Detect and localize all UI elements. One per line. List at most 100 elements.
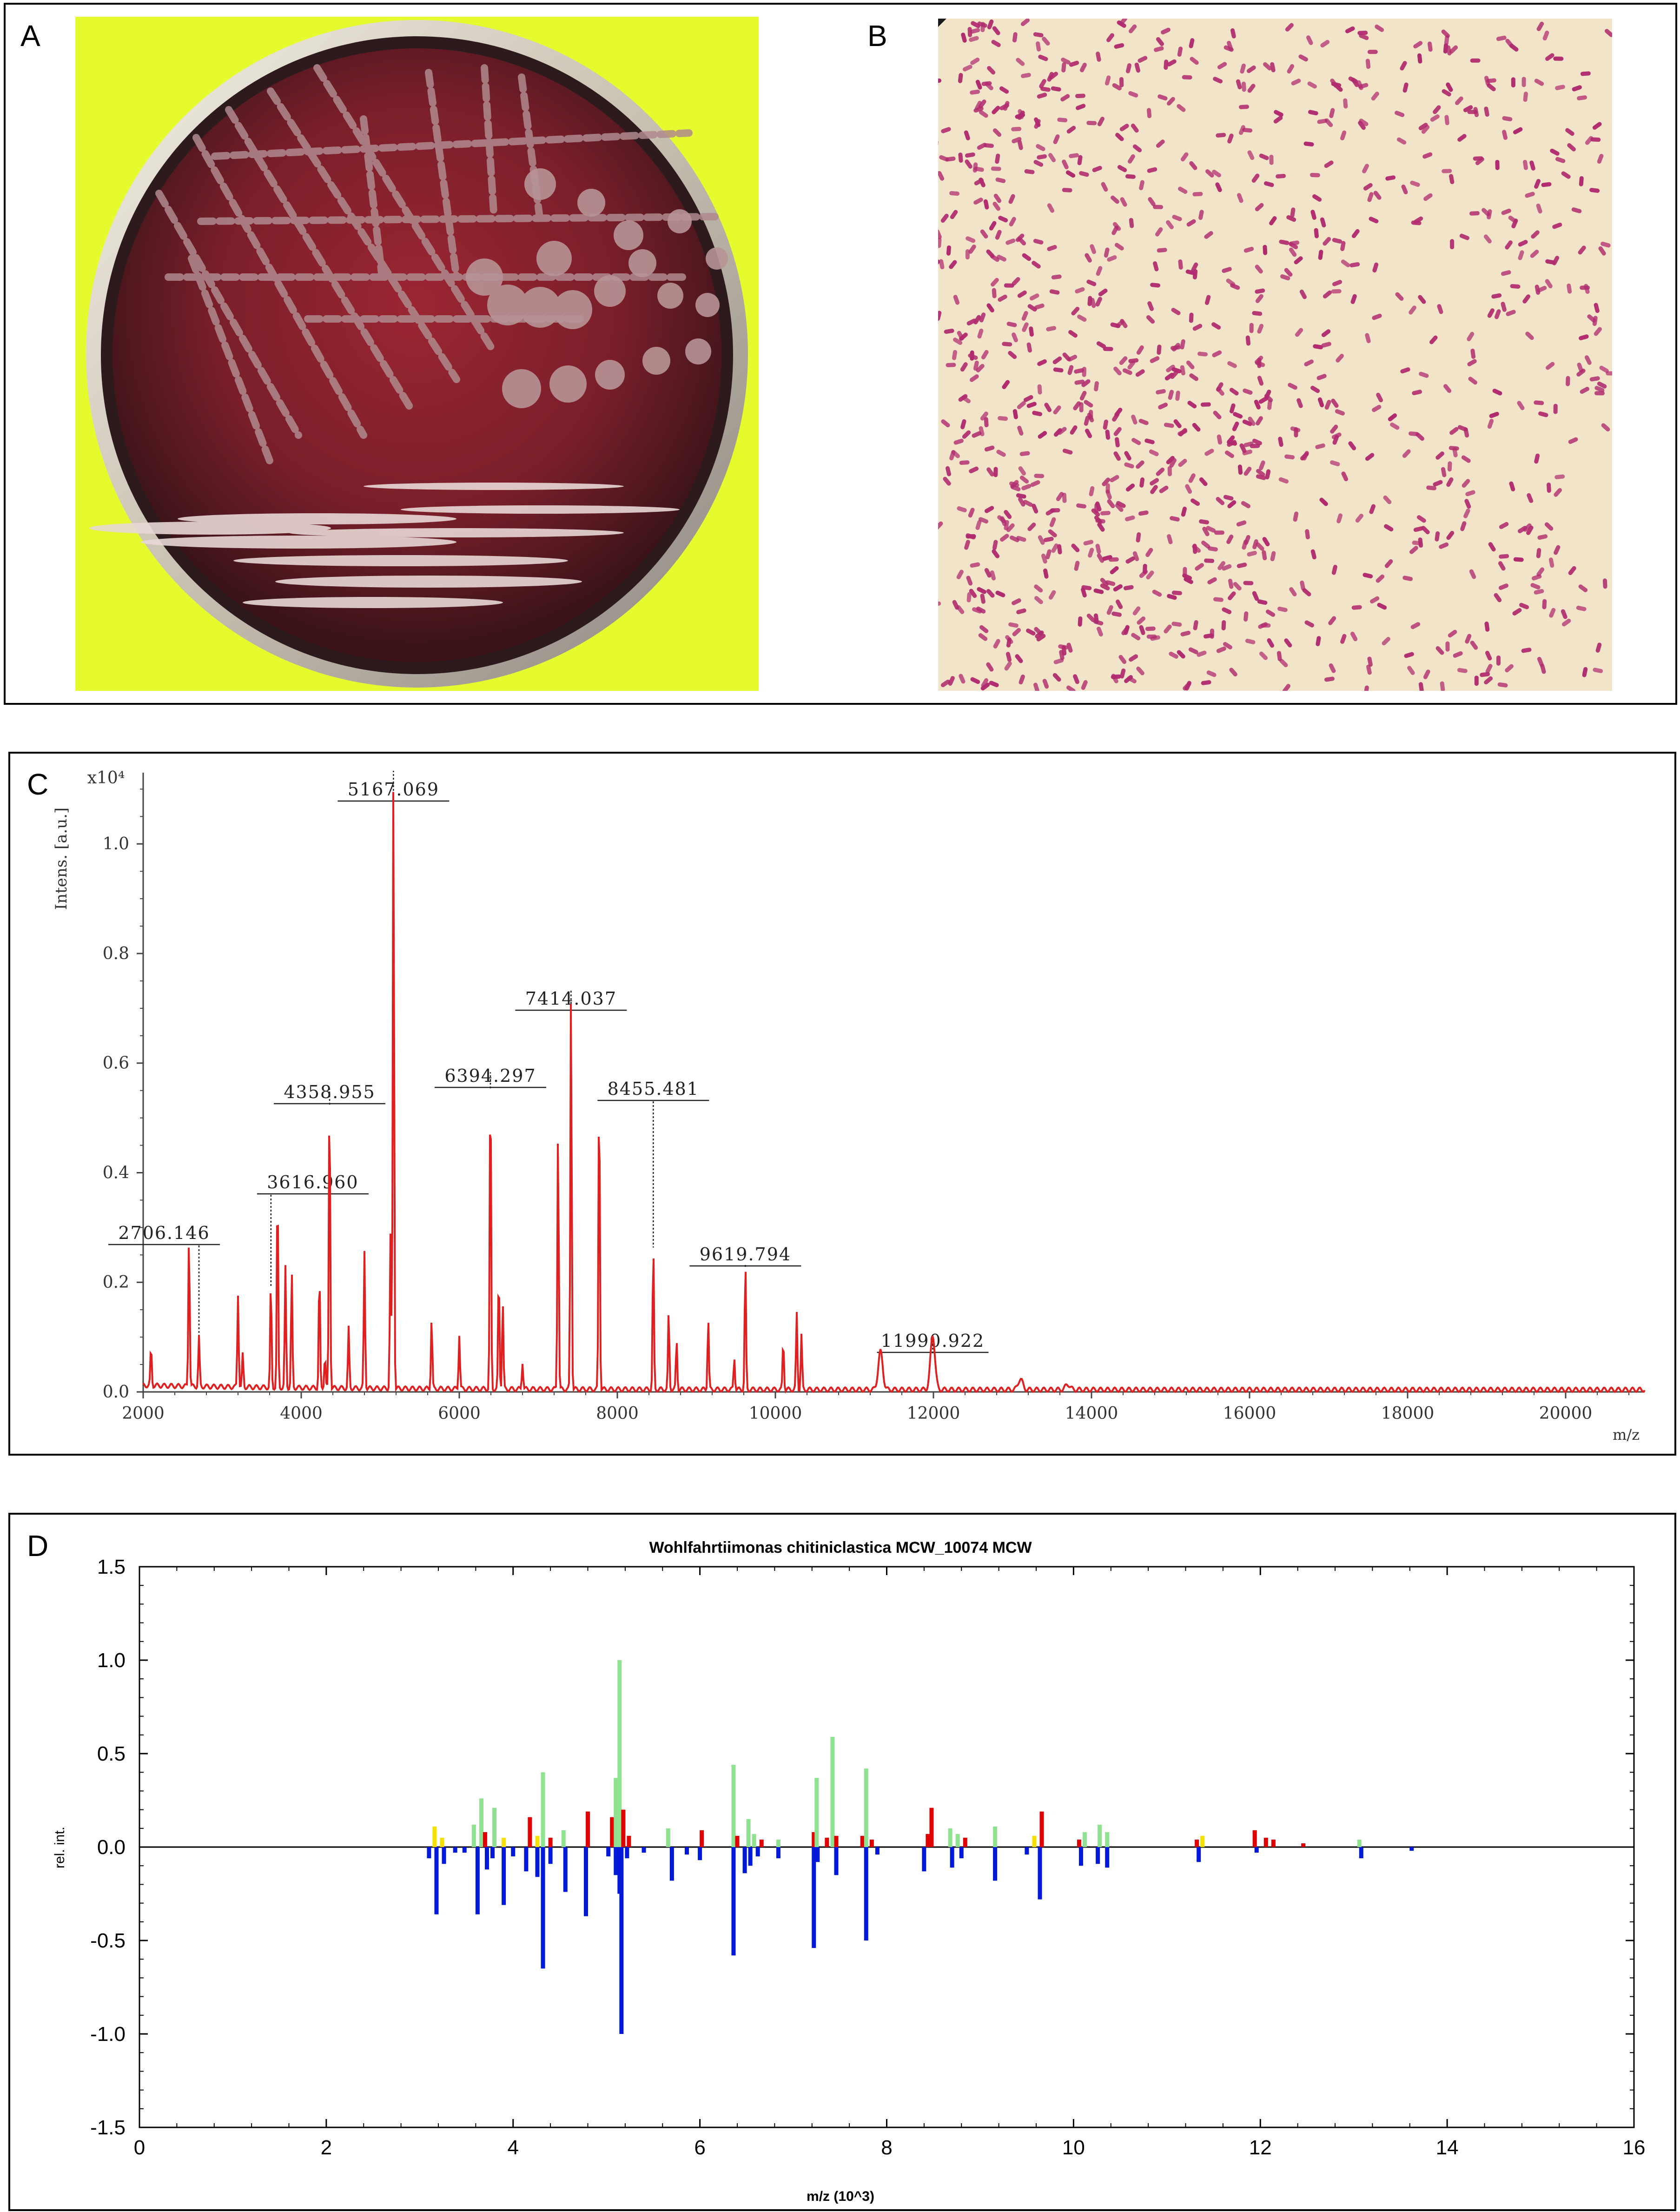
- bacterial-rod: [1131, 414, 1138, 425]
- colony-streak: [225, 106, 414, 411]
- bacterial-rod: [1094, 503, 1099, 513]
- bacterial-rod: [986, 589, 995, 598]
- bacterial-rod: [1567, 283, 1572, 294]
- bacterial-rod: [1097, 522, 1105, 532]
- bacterial-rod: [1177, 46, 1183, 57]
- bacterial-rod: [1033, 160, 1044, 167]
- bacterial-rod: [1230, 283, 1240, 290]
- x-tick-label: 2000: [122, 1404, 165, 1423]
- bacterial-rod: [1534, 285, 1541, 295]
- bacterial-rod: [1180, 339, 1185, 350]
- bacterial-rod: [1526, 525, 1534, 535]
- bacterial-rod: [984, 506, 994, 513]
- bacterial-rod: [1554, 474, 1565, 479]
- bacterial-rod: [1495, 159, 1500, 170]
- sample-peak-bar: [614, 1778, 618, 1847]
- bacterial-rod: [1147, 301, 1154, 311]
- bacterial-rod: [1494, 593, 1502, 603]
- sample-peak-bar: [926, 1834, 930, 1847]
- bacterial-rod: [1316, 374, 1327, 380]
- bacterial-rod: [1127, 360, 1136, 370]
- bacterial-rod: [1053, 367, 1064, 373]
- bacterial-rod: [1079, 391, 1087, 401]
- reference-peak-bar: [490, 1847, 495, 1859]
- bacterial-rod: [1038, 54, 1048, 61]
- x-axis-label: m/z (10^3): [807, 2189, 874, 2204]
- bacterial-rod: [1331, 398, 1339, 408]
- bacterial-rod: [1256, 469, 1265, 477]
- sample-peak-bar: [610, 1817, 615, 1847]
- bacterial-rod: [993, 467, 998, 477]
- bacterial-rod: [1175, 391, 1180, 401]
- bacterial-rod: [1530, 583, 1541, 589]
- bacterial-rod: [1123, 585, 1134, 590]
- bacterial-rod: [992, 549, 1000, 558]
- bacterial-rod: [965, 159, 972, 169]
- bacterial-rod: [1243, 466, 1252, 476]
- bacterial-rod: [1396, 137, 1407, 145]
- reference-peak-bar: [742, 1847, 747, 1874]
- bacterial-rod: [1186, 360, 1195, 370]
- bacterial-rod: [966, 592, 972, 603]
- bacterial-rod: [1350, 294, 1357, 304]
- bacterial-rod: [1501, 208, 1511, 215]
- bacterial-rod: [1554, 488, 1562, 497]
- bacterial-rod: [1464, 499, 1471, 509]
- bacterial-rod: [1365, 333, 1371, 344]
- bacterial-rod: [1534, 400, 1544, 405]
- bacterial-rod: [1310, 172, 1320, 178]
- bacterial-rod: [1149, 449, 1159, 457]
- bacterial-rod: [980, 22, 986, 33]
- bacterial-rod: [1037, 359, 1047, 366]
- bacterial-rod: [1240, 63, 1246, 74]
- bacterial-rod: [1077, 155, 1083, 166]
- bacterial-rod: [1023, 395, 1033, 402]
- bacterial-rod: [1061, 62, 1066, 73]
- bacterial-rod: [1580, 387, 1590, 394]
- bacterial-rod: [992, 106, 1000, 114]
- bacterial-rod: [964, 130, 970, 140]
- sample-peak-bar: [735, 1835, 740, 1847]
- sample-peak-bar: [432, 1826, 437, 1847]
- bacterial-rod: [1034, 119, 1041, 129]
- bacterial-rod: [1332, 280, 1343, 286]
- bacterial-rod: [1164, 624, 1172, 634]
- bacterial-rod: [1228, 578, 1234, 589]
- bacterial-rod: [1262, 536, 1270, 547]
- reference-peak-bar: [475, 1847, 480, 1914]
- bacterial-rod: [956, 570, 964, 579]
- bacterial-rod: [1243, 246, 1254, 253]
- bacterial-rod: [1139, 180, 1144, 191]
- bacterial-rod: [1468, 377, 1477, 385]
- bacterial-rod: [1017, 401, 1026, 410]
- bacterial-rod: [1150, 485, 1158, 494]
- bacterial-rod: [1115, 132, 1124, 141]
- sample-peak-bar: [1105, 1832, 1110, 1847]
- bacterial-rod: [1229, 388, 1239, 396]
- bacterial-rod: [1578, 245, 1586, 255]
- sample-peak-bar: [1301, 1843, 1306, 1847]
- bacterial-rod: [1482, 208, 1490, 217]
- bacterial-rod: [940, 679, 950, 688]
- bacterial-rod: [1446, 82, 1453, 92]
- bacterial-rod: [949, 260, 957, 269]
- reference-peak-bar: [1105, 1847, 1110, 1868]
- bacterial-rod: [1442, 89, 1451, 97]
- bacterial-rod: [1302, 450, 1309, 461]
- panel-letter-b: B: [867, 19, 887, 53]
- bacterial-rod: [1547, 483, 1551, 493]
- bacterial-rod: [1366, 664, 1372, 675]
- bacterial-rod: [1062, 188, 1072, 192]
- bacterial-rod: [1041, 553, 1047, 564]
- reference-peak-bar: [1409, 1847, 1414, 1851]
- bacterial-rod: [1254, 399, 1261, 410]
- bacterial-rod: [1124, 462, 1134, 469]
- bacterial-rod: [969, 589, 977, 598]
- bacterial-rod: [966, 576, 973, 586]
- bacterial-rod: [1222, 607, 1232, 615]
- bacterial-rod: [1167, 594, 1177, 600]
- peak-label: 3616.960: [267, 1172, 358, 1192]
- bacterial-rod: [1183, 567, 1187, 577]
- bacterial-rod: [1332, 435, 1339, 445]
- bacterial-rod: [966, 533, 976, 540]
